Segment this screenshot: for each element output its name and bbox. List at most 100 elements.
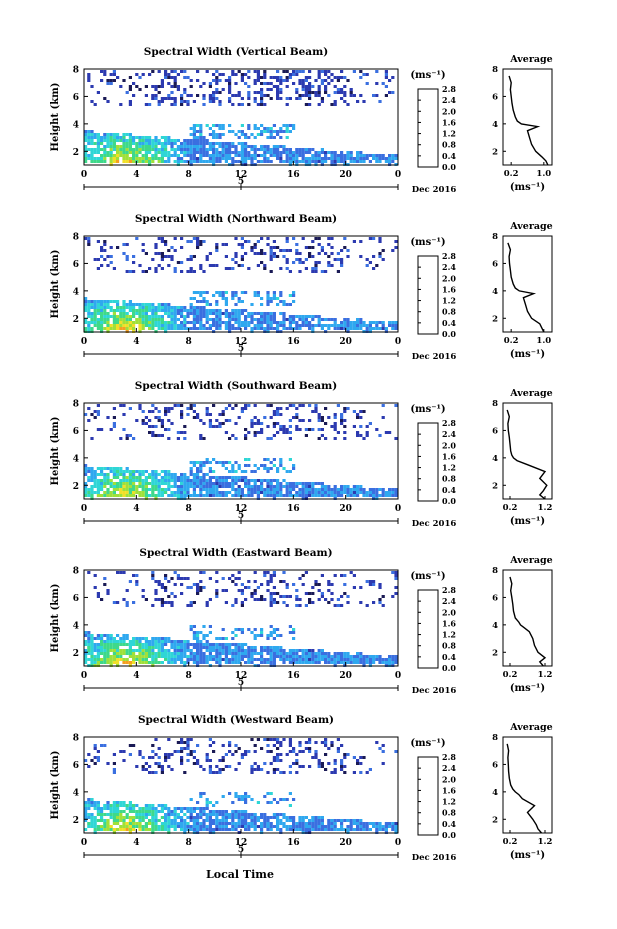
heatmap-cell xyxy=(122,652,126,655)
heatmap-cell xyxy=(365,82,369,85)
heatmap-cell xyxy=(221,816,225,819)
heatmap-cell xyxy=(109,661,113,664)
heatmap-cell xyxy=(208,485,212,488)
heatmap-cell xyxy=(128,470,132,473)
heatmap-cell xyxy=(288,625,292,628)
x-tick-label: 20 xyxy=(339,337,352,347)
profile-title: Average xyxy=(509,722,552,733)
heatmap-cell xyxy=(116,324,120,327)
heatmap-cell xyxy=(340,249,344,252)
heatmap-cell xyxy=(288,327,292,330)
heatmap-cell xyxy=(237,309,241,312)
heatmap-cell xyxy=(263,467,267,470)
heatmap-cell xyxy=(192,291,196,294)
heatmap-cell xyxy=(272,252,276,255)
heatmap-cell xyxy=(125,306,129,309)
heatmap-cell xyxy=(112,810,116,813)
heatmap-cell xyxy=(365,661,369,664)
heatmap-cell xyxy=(196,759,200,762)
heatmap-cell xyxy=(394,154,398,157)
heatmap-cell xyxy=(343,425,347,428)
heatmap-cell xyxy=(346,601,350,604)
heatmap-cell xyxy=(362,658,366,661)
heatmap-cell xyxy=(202,661,206,664)
heatmap-cell xyxy=(234,312,238,315)
heatmap-cell xyxy=(343,765,347,768)
heatmap-cell xyxy=(381,258,385,261)
heatmap-cell xyxy=(263,148,267,151)
heatmap-cell xyxy=(269,97,273,100)
heatmap-cell xyxy=(109,315,113,318)
heatmap-cell xyxy=(317,759,321,762)
heatmap-cell xyxy=(228,100,232,103)
heatmap-cell xyxy=(100,467,104,470)
date-day-label: 5 xyxy=(238,511,244,521)
heatmap-cell xyxy=(215,643,219,646)
heatmap-cell xyxy=(90,634,94,637)
heatmap-cell xyxy=(87,640,91,643)
heatmap-cell xyxy=(244,252,248,255)
heatmap-cell xyxy=(106,655,110,658)
heatmap-cell xyxy=(311,816,315,819)
heatmap-cell xyxy=(164,476,168,479)
heatmap-cell xyxy=(352,658,356,661)
heatmap-cell xyxy=(208,652,212,655)
profile-x-tick-label: 0.2 xyxy=(503,503,518,513)
heatmap-cell xyxy=(250,485,254,488)
heatmap-cell xyxy=(359,324,363,327)
heatmap-cell xyxy=(173,819,177,822)
heatmap-cell xyxy=(244,753,248,756)
heatmap-cell xyxy=(247,828,251,831)
heatmap-cell xyxy=(228,88,232,91)
heatmap-cell xyxy=(288,458,292,461)
heatmap-cell xyxy=(183,327,187,330)
heatmap-cell xyxy=(333,825,337,828)
heatmap-cell xyxy=(151,491,155,494)
heatmap-cell xyxy=(173,97,177,100)
heatmap-cell xyxy=(109,160,113,163)
heatmap-cell xyxy=(196,160,200,163)
heatmap-cell xyxy=(106,491,110,494)
heatmap-cell xyxy=(253,124,257,127)
heatmap-cell xyxy=(272,315,276,318)
heatmap-cell xyxy=(365,431,369,434)
heatmap-cell xyxy=(189,643,193,646)
heatmap-cell xyxy=(304,482,308,485)
heatmap-cell xyxy=(205,70,209,73)
heatmap-cell xyxy=(93,649,97,652)
heatmap-cell xyxy=(285,482,289,485)
heatmap-cell xyxy=(253,252,257,255)
heatmap-cell xyxy=(324,407,328,410)
heatmap-cell xyxy=(304,157,308,160)
heatmap-cell xyxy=(212,160,216,163)
heatmap-cell xyxy=(202,297,206,300)
heatmap-cell xyxy=(247,813,251,816)
heatmap-cell xyxy=(356,488,360,491)
heatmap-cell xyxy=(333,604,337,607)
heatmap-cell xyxy=(122,598,126,601)
heatmap-cell xyxy=(317,828,321,831)
heatmap-cell xyxy=(125,643,129,646)
heatmap-cell xyxy=(292,485,296,488)
heatmap-cell xyxy=(221,649,225,652)
heatmap-cell xyxy=(180,655,184,658)
heatmap-cell xyxy=(186,76,190,79)
heatmap-cell xyxy=(368,822,372,825)
heatmap-cell xyxy=(180,237,184,240)
heatmap-cell xyxy=(221,825,225,828)
heatmap-cell xyxy=(224,467,228,470)
heatmap-cell xyxy=(317,491,321,494)
heatmap-cell xyxy=(314,655,318,658)
heatmap-cell xyxy=(112,601,116,604)
heatmap-cell xyxy=(106,312,110,315)
heatmap-cell xyxy=(109,79,113,82)
heatmap-cell xyxy=(154,810,158,813)
heatmap-cell xyxy=(176,324,180,327)
heatmap-cell xyxy=(250,592,254,595)
x-tick-label: 4 xyxy=(133,170,139,180)
heatmap-cell xyxy=(221,813,225,816)
heatmap-cell xyxy=(365,491,369,494)
y-axis-label: Height (km) xyxy=(50,751,61,820)
heatmap-cell xyxy=(256,327,260,330)
heatmap-cell xyxy=(288,741,292,744)
